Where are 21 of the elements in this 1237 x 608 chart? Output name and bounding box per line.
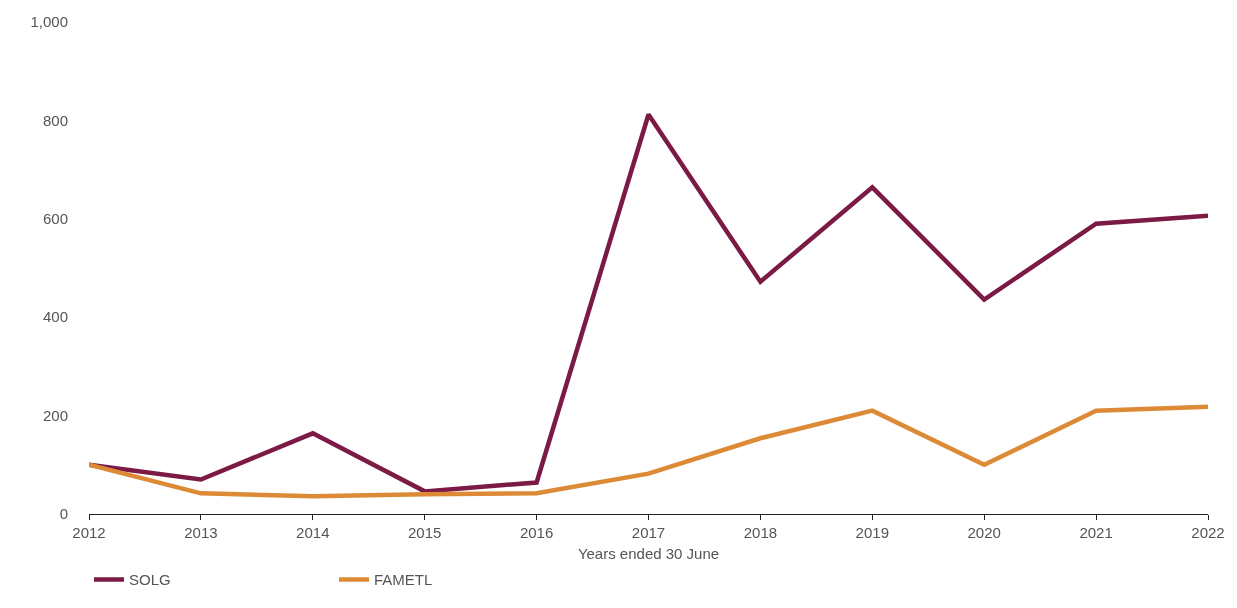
y-tick-label: 0 <box>59 505 68 523</box>
legend-label: FAMETL <box>374 571 433 589</box>
x-tick-label: 2017 <box>631 524 666 541</box>
x-tick-label: 2020 <box>967 524 1001 541</box>
x-tick-label: 2016 <box>519 524 554 541</box>
y-tick-label: 400 <box>42 308 68 326</box>
line-series <box>89 404 1208 499</box>
y-tick-label: 200 <box>42 406 68 424</box>
x-axis-title: Years ended 30 June <box>577 545 720 562</box>
y-tick-label: 800 <box>42 111 68 129</box>
x-tick-label: 2019 <box>855 524 889 541</box>
y-tick-label: 600 <box>42 210 68 228</box>
x-tick-label: 2013 <box>184 524 218 541</box>
x-tick-label: 2018 <box>743 524 778 541</box>
legend-label: SOLG <box>129 571 171 589</box>
x-tick-label: 2015 <box>408 524 442 541</box>
x-tick-label: 2012 <box>72 524 106 541</box>
x-tick-label: 2022 <box>1191 524 1225 541</box>
x-tick-label: 2021 <box>1079 524 1113 541</box>
y-tick-label: 1,000 <box>30 13 68 31</box>
x-tick-label: 2014 <box>296 524 330 541</box>
